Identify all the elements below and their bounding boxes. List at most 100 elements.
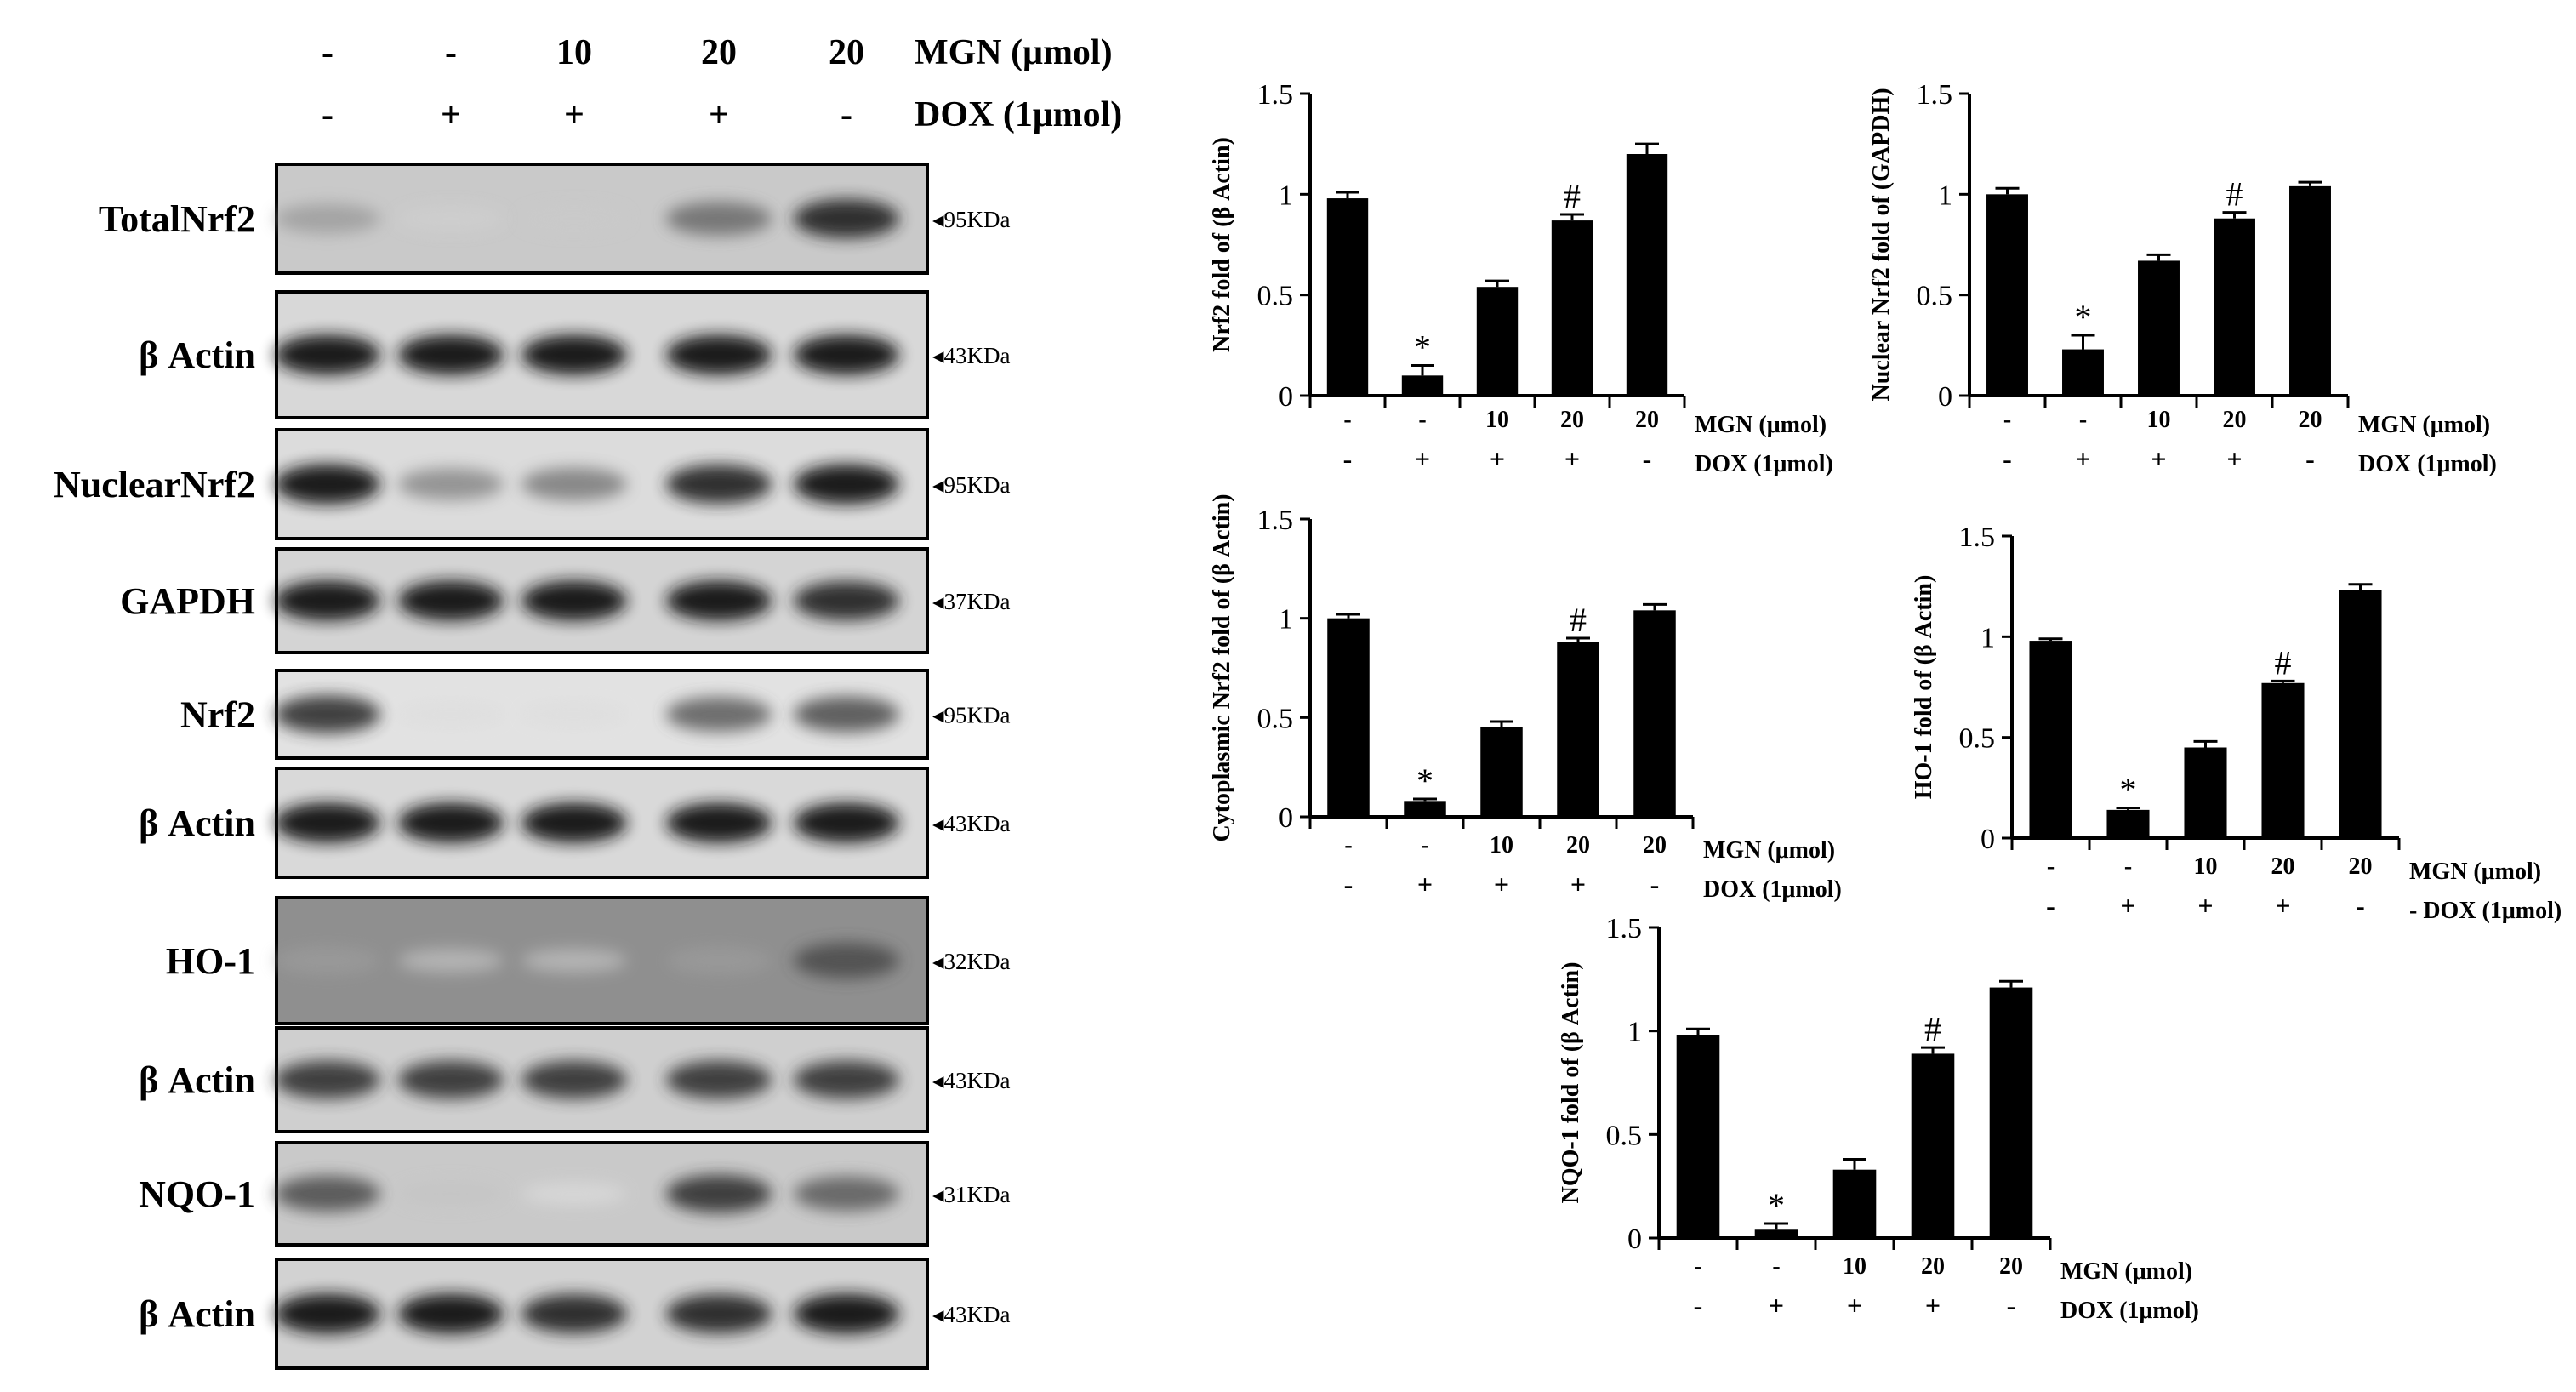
y-tick-label: 0.5 (1257, 703, 1294, 734)
blot-row-label: β Actin (139, 1293, 255, 1335)
significance-marker: * (1416, 762, 1433, 800)
bar (1633, 610, 1676, 817)
protein-band (275, 580, 380, 621)
blot-row-3: GAPDH ◂37KDa (120, 547, 1011, 654)
protein-band (275, 1176, 380, 1212)
bar (2214, 218, 2255, 396)
mgn-category-label: 20 (2299, 407, 2322, 433)
western-blot-panel: - - 10 20 20 MGN (μmol) - + + + - DOX (1μmol) TotalN… (0, 0, 1191, 1388)
protein-band (521, 334, 627, 375)
blot-row-label: NQO-1 (139, 1173, 255, 1215)
chart-total-nrf2: 0 0.5 1 1.5 Nrf2 fold of (β Actin) - - * - +10 + #2… (1209, 79, 1833, 477)
y-tick-label: 1.5 (1917, 79, 1953, 111)
protein-band (666, 1294, 772, 1333)
mgn-row-label: MGN (μmol) (1703, 837, 1835, 864)
protein-band (275, 802, 380, 843)
y-tick-label: 0 (1980, 824, 1995, 855)
mgn-category-label: 10 (2194, 853, 2218, 880)
protein-band (521, 1060, 627, 1099)
protein-band (794, 802, 899, 843)
molecular-weight-label: ◂95KDa (932, 207, 1011, 232)
dox-category-label: + (2075, 443, 2090, 474)
mgn-category-label: 20 (1560, 407, 1584, 433)
mgn-category-label: 10 (1485, 407, 1509, 433)
mgn-value-1: - (445, 33, 457, 72)
western-blot-figure: - - 10 20 20 MGN (μmol) - + + + - DOX (1μmol) TotalN… (54, 33, 1122, 1370)
protein-band (794, 199, 899, 238)
blot-row-7: β Actin ◂43KDa (139, 1026, 1011, 1133)
protein-band (275, 1293, 380, 1334)
y-axis-label: Nrf2 fold of (β Actin) (1209, 137, 1235, 352)
significance-marker: # (1570, 601, 1587, 639)
mgn-category-label: - (1418, 407, 1426, 433)
blot-row-label: NuclearNrf2 (54, 464, 255, 505)
bar (1551, 220, 1593, 396)
bar (2138, 260, 2180, 396)
dox-category-label: + (1490, 443, 1505, 474)
mgn-category-label: 10 (2147, 407, 2171, 433)
chart-nuclear-nrf2: 0 0.5 1 1.5 Nuclear Nrf2 fold of (GAPDH) - - * -… (1868, 79, 2497, 477)
protein-band (794, 696, 899, 733)
protein-band (398, 580, 504, 621)
molecular-weight-label: ◂37KDa (932, 589, 1011, 614)
chart-nqo1: 0 0.5 1 1.5 NQO-1 fold of (β Actin) - - * - +10 + #… (1558, 913, 2199, 1324)
protein-band (794, 943, 899, 978)
dox-row-label: DOX (1μmol) (1703, 876, 1842, 903)
protein-band (666, 580, 772, 621)
protein-band (794, 334, 899, 375)
mgn-value-2: 10 (556, 33, 592, 72)
dox-row-label: DOX (1μmol) (2060, 1298, 2199, 1324)
mgn-category-label: - (2003, 407, 2011, 433)
mgn-category-label: - (1772, 1253, 1780, 1280)
protein-band (521, 467, 627, 501)
mgn-category-label: 20 (1999, 1253, 2023, 1280)
mgn-category-label: 20 (2271, 853, 2295, 880)
molecular-weight-label: ◂95KDa (932, 703, 1011, 728)
dox-category-label: - (1694, 1290, 1703, 1321)
molecular-weight-label: ◂43KDa (932, 343, 1011, 368)
dox-category-label: - (2046, 890, 2055, 921)
protein-band (794, 464, 899, 505)
blot-row-2: NuclearNrf2 ◂95KDa (54, 428, 1011, 540)
mgn-row-label: MGN (μmol) (2358, 412, 2490, 438)
protein-band (275, 695, 380, 733)
protein-band (521, 1182, 627, 1206)
significance-marker: * (2075, 298, 2092, 336)
dox-category-label: + (1415, 443, 1430, 474)
y-tick-label: 0.5 (1917, 281, 1953, 312)
mgn-category-label: 20 (1643, 832, 1667, 859)
dox-row-label: DOX (1μmol) (2358, 451, 2497, 477)
chart-cytoplasmic-nrf2: 0 0.5 1 1.5 Cytoplasmic Nrf2 fold of (β Acti… (1209, 493, 1842, 903)
dox-category-label: + (1570, 869, 1586, 899)
protein-band (521, 949, 627, 973)
protein-band (666, 802, 772, 843)
dox-category-label: + (2151, 443, 2166, 474)
blot-row-label: TotalNrf2 (99, 198, 255, 240)
molecular-weight-label: ◂32KDa (932, 949, 1011, 974)
y-tick-label: 0 (1279, 381, 1293, 413)
molecular-weight-label: ◂95KDa (932, 472, 1011, 498)
blot-row-label: HO-1 (166, 940, 255, 982)
y-axis-label: HO-1 fold of (β Actin) (1911, 575, 1937, 800)
blot-row-label: Nrf2 (180, 694, 255, 736)
dox-category-label: - (2356, 890, 2365, 921)
y-axis-label: Nuclear Nrf2 fold of (GAPDH) (1868, 88, 1895, 401)
chart-ho1: 0 0.5 1 1.5 HO-1 fold of (β Actin) - - * - +10 + #2… (1911, 522, 2562, 924)
y-tick-label: 1.5 (1606, 913, 1643, 944)
y-tick-label: 1 (1980, 622, 1995, 653)
y-tick-label: 1 (1627, 1017, 1642, 1048)
bar (1754, 1229, 1798, 1238)
blot-row-5: β Actin ◂43KDa (139, 767, 1011, 879)
bar (1626, 154, 1668, 396)
mgn-category-label: - (1343, 407, 1351, 433)
blot-row-9: β Actin ◂43KDa (139, 1258, 1011, 1370)
blot-row-1: β Actin ◂43KDa (139, 290, 1011, 419)
mgn-label: MGN (μmol) (915, 33, 1113, 72)
dox-category-label: - (1650, 869, 1660, 899)
bar (1401, 375, 1444, 396)
dox-category-label: + (1417, 869, 1433, 899)
bar (2106, 809, 2150, 838)
bar (2339, 590, 2382, 838)
dox-category-label: - (1643, 443, 1652, 474)
bar (1989, 987, 2033, 1238)
